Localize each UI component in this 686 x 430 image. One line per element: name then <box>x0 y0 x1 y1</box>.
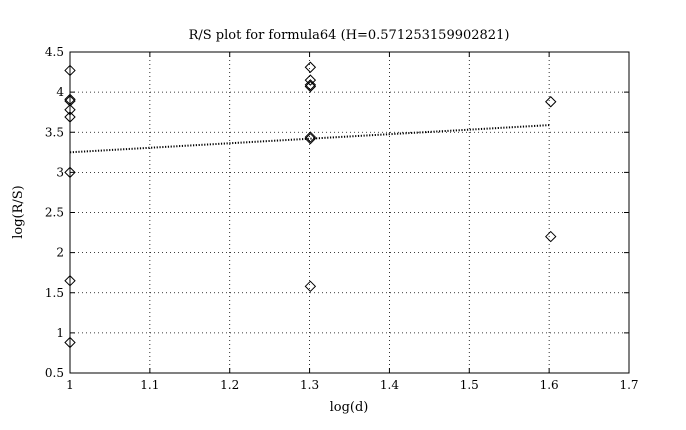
x-tick-label: 1.3 <box>300 378 319 392</box>
fit-line-segment <box>69 124 551 154</box>
data-point <box>304 79 317 91</box>
y-tick-label: 1.5 <box>45 286 64 300</box>
x-axis-label: log(d) <box>330 400 369 415</box>
x-tick-label: 1.6 <box>540 378 559 392</box>
data-point <box>64 275 76 287</box>
data-point <box>545 96 557 108</box>
x-tick-label: 1 <box>66 378 74 392</box>
data-point <box>545 230 557 243</box>
data-point <box>64 111 76 123</box>
data-point <box>64 104 76 116</box>
chart-title: R/S plot for formula64 (H=0.571253159902… <box>189 28 510 43</box>
y-ticks: 0.5 1 1.5 2 2.5 3 3.5 4 4.5 <box>45 45 629 380</box>
y-tick-label: 3 <box>56 165 64 179</box>
data-point <box>304 74 317 86</box>
y-tick-label: 4 <box>56 85 64 99</box>
y-tick-label: 0.5 <box>45 366 64 380</box>
y-tick-label: 2 <box>56 246 64 260</box>
y-tick-label: 4.5 <box>45 45 64 59</box>
data-point <box>304 280 317 293</box>
x-tick-label: 1.7 <box>619 378 638 392</box>
y-tick-label: 3.5 <box>45 125 64 139</box>
data-point <box>304 61 317 73</box>
data-point <box>304 132 317 145</box>
x-ticks: 1 1.1 1.2 1.3 1.4 1.5 1.6 1.7 <box>66 52 639 392</box>
plot-background <box>69 51 630 374</box>
data-markers <box>64 61 557 349</box>
data-point <box>64 95 76 107</box>
x-tick-label: 1.4 <box>380 378 399 392</box>
y-tick-label: 1 <box>56 326 64 340</box>
y-tick-label: 2.5 <box>45 206 64 220</box>
x-tick-label: 1.1 <box>140 378 159 392</box>
data-point <box>304 131 317 143</box>
x-tick-label: 1.2 <box>220 378 239 392</box>
data-point <box>304 80 317 93</box>
grid <box>70 52 629 373</box>
data-point <box>64 64 76 77</box>
fit-line <box>69 124 551 154</box>
x-tick-label: 1.5 <box>460 378 479 392</box>
data-point <box>64 336 76 349</box>
y-axis-label: log(R/S) <box>11 185 26 239</box>
data-point <box>64 166 76 179</box>
